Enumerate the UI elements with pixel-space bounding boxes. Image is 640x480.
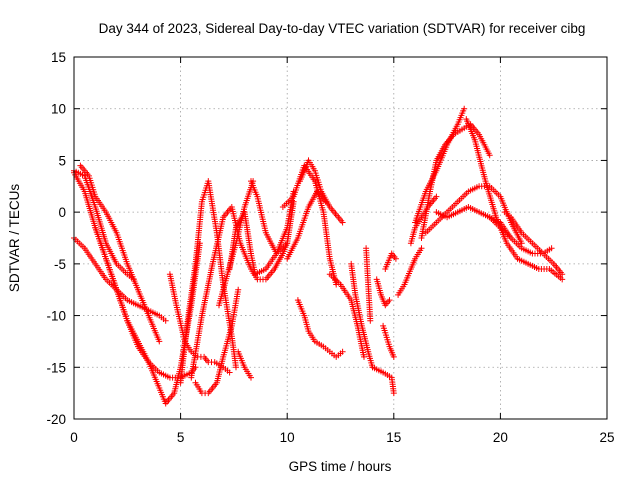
x-tick-labels: 0 5 10 15 20 25 — [70, 430, 614, 445]
series-s2 — [71, 169, 199, 381]
series-s19 — [348, 260, 376, 371]
series-s25 — [395, 245, 425, 298]
data-points — [71, 105, 566, 407]
plus-marker — [395, 245, 425, 298]
plus-marker — [226, 188, 297, 278]
x-tick-label: 5 — [177, 430, 185, 445]
plus-marker — [77, 162, 163, 345]
series-s16 — [297, 157, 346, 226]
y-tick-labels: -20 -15 -10 -5 0 5 10 15 — [46, 50, 66, 427]
plus-marker — [463, 116, 566, 283]
x-tick-label: 10 — [280, 430, 295, 445]
plus-marker — [418, 121, 493, 241]
y-tick-label: -15 — [46, 360, 66, 375]
series-s28 — [418, 121, 493, 241]
x-tick-label: 15 — [386, 430, 401, 445]
series-s15 — [284, 188, 329, 262]
y-tick-label: 10 — [51, 102, 66, 117]
series-s18 — [326, 271, 367, 360]
plus-marker — [501, 209, 566, 278]
axis-ticks — [73, 56, 608, 420]
plus-marker — [71, 169, 199, 381]
series-s27 — [412, 105, 468, 226]
plus-marker — [248, 178, 297, 257]
x-tick-label: 0 — [70, 430, 78, 445]
series-s9 — [192, 286, 242, 397]
y-axis-label: SDTVAR / TECUs — [7, 184, 22, 293]
plus-marker — [433, 204, 515, 241]
y-tick-label: -10 — [46, 309, 66, 324]
series-s13 — [248, 178, 297, 257]
plus-marker — [373, 276, 393, 309]
series-s23 — [380, 322, 397, 360]
plus-marker — [235, 348, 254, 381]
y-tick-label: -20 — [46, 412, 66, 427]
plus-marker — [294, 297, 346, 360]
plus-marker — [363, 245, 374, 324]
x-tick-label: 20 — [493, 430, 508, 445]
series-s12 — [235, 348, 254, 381]
plus-marker — [380, 322, 397, 360]
series-s24 — [382, 250, 399, 272]
series-s17 — [294, 297, 346, 360]
plus-marker — [297, 157, 346, 226]
plot-frame — [73, 56, 608, 420]
plus-marker — [412, 105, 468, 226]
series-s20 — [363, 245, 374, 324]
series-s33 — [501, 209, 566, 278]
plus-marker — [348, 260, 376, 371]
x-tick-label: 25 — [599, 430, 614, 445]
plus-marker — [284, 188, 329, 262]
y-tick-label: -5 — [54, 257, 66, 272]
plus-marker — [192, 286, 242, 397]
x-axis-label: GPS time / hours — [289, 459, 392, 474]
plus-marker — [326, 271, 367, 360]
series-s11 — [226, 188, 297, 278]
y-tick-label: 5 — [58, 153, 66, 168]
plus-marker — [382, 250, 399, 272]
series-s22 — [369, 364, 397, 397]
plus-marker — [369, 364, 397, 397]
series-s21 — [373, 276, 393, 309]
series-s3 — [77, 162, 163, 345]
y-tick-label: 15 — [51, 50, 66, 65]
chart-title: Day 344 of 2023, Sidereal Day-to-day VTE… — [99, 21, 586, 36]
y-tick-label: 0 — [58, 205, 66, 220]
series-s31 — [463, 116, 566, 283]
series-s30 — [433, 204, 515, 241]
